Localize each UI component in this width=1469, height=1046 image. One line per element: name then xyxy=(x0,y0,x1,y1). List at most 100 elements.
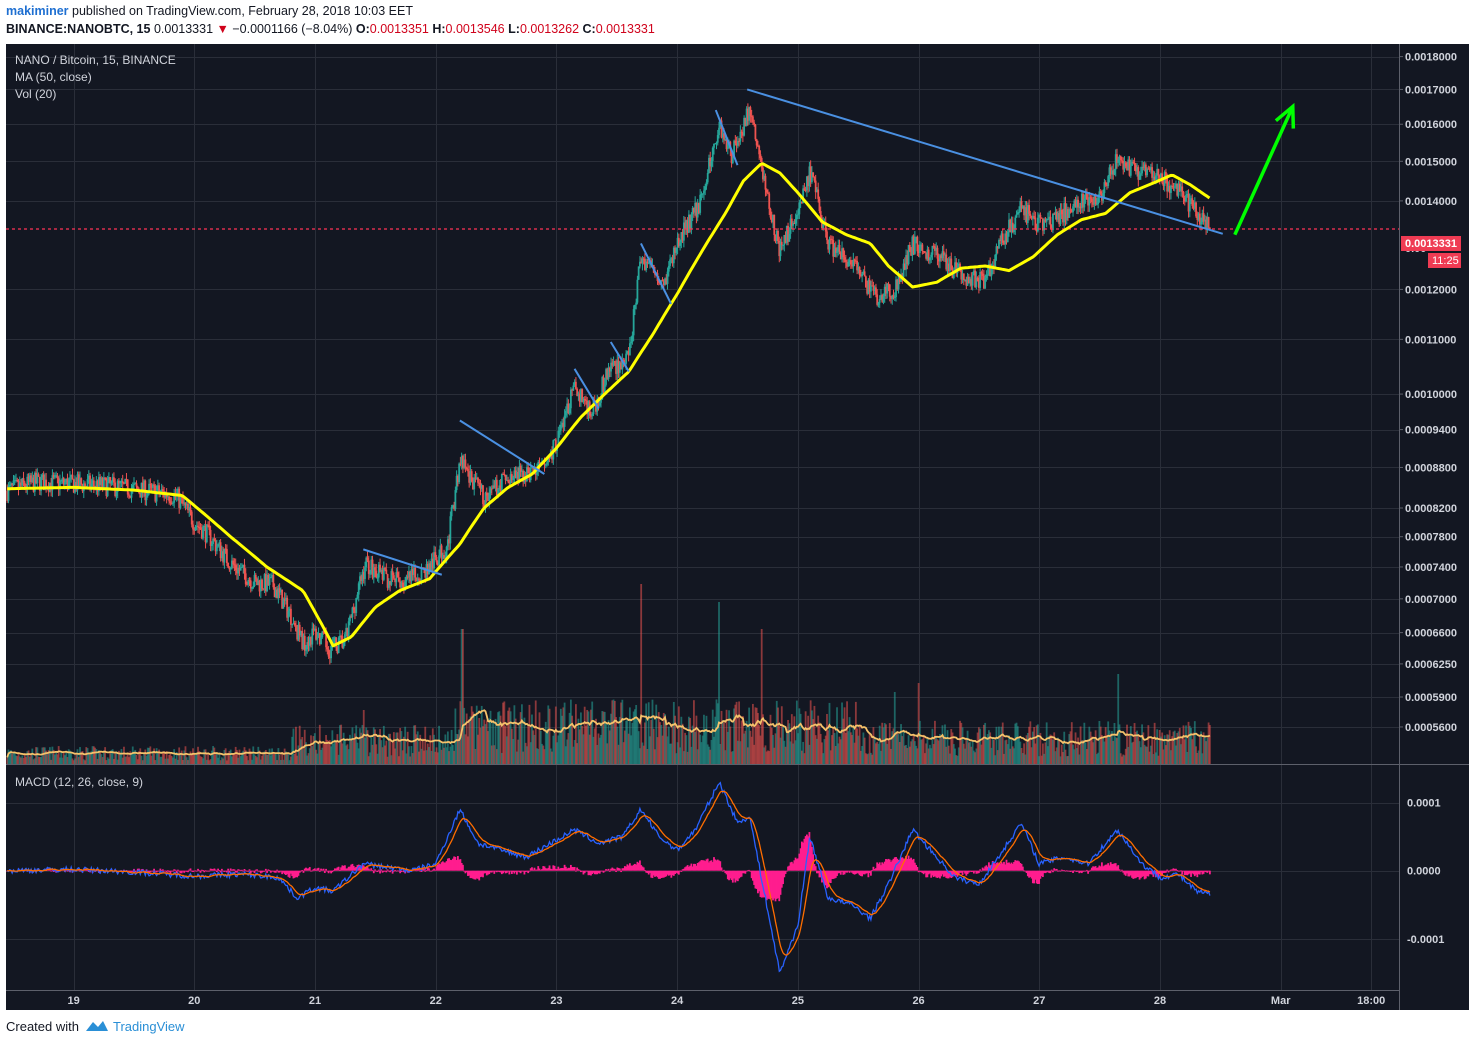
macd-histogram-bar xyxy=(429,870,432,872)
candle-body xyxy=(711,147,714,161)
candle-body xyxy=(911,236,914,256)
candle-body xyxy=(430,558,433,571)
volume-bar xyxy=(794,740,797,764)
candle-body xyxy=(977,281,980,288)
candle-body xyxy=(872,285,875,291)
volume-bar xyxy=(607,720,610,764)
volume-bar xyxy=(1031,731,1034,764)
candle-body xyxy=(1132,161,1135,163)
volume-bar xyxy=(30,754,32,764)
volume-bar xyxy=(851,734,853,764)
candle-body xyxy=(332,642,335,644)
candle-body xyxy=(1035,228,1038,232)
candle-body xyxy=(514,470,517,479)
volume-bar xyxy=(11,753,14,764)
macd-histogram-bar xyxy=(451,858,454,871)
volume-bar xyxy=(1045,722,1048,764)
tradingview-link[interactable]: TradingView xyxy=(112,1019,185,1034)
candle-body xyxy=(52,475,55,478)
macd-histogram-bar xyxy=(502,870,504,874)
volume-bar xyxy=(534,700,537,764)
candle-body xyxy=(930,254,933,258)
volume-bar xyxy=(767,750,769,764)
volume-bar xyxy=(519,712,522,764)
macd-histogram-bar xyxy=(426,867,429,871)
author-link[interactable]: makiminer xyxy=(6,4,69,18)
macd-histogram-bar xyxy=(1072,870,1074,873)
macd-histogram-bar xyxy=(158,870,161,872)
macd-histogram-bar xyxy=(1042,870,1044,878)
volume-bar xyxy=(426,743,429,764)
candle-body xyxy=(577,393,580,397)
candle-body xyxy=(502,473,504,475)
macd-histogram-bar xyxy=(1090,867,1093,871)
volume-bar xyxy=(420,748,423,764)
tradingview-logo-icon xyxy=(85,1019,109,1036)
volume-bar xyxy=(396,732,399,764)
candle-body xyxy=(431,558,434,569)
volume-bar xyxy=(952,744,955,764)
volume-bar xyxy=(563,702,566,764)
volume-bar xyxy=(399,728,402,764)
volume-bar xyxy=(298,725,301,764)
candle-body xyxy=(445,546,448,558)
volume-bar xyxy=(724,750,727,764)
macd-histogram-bar xyxy=(1047,870,1049,872)
volume-bar xyxy=(920,739,923,764)
candle-body xyxy=(1004,233,1007,245)
macd-histogram-bar xyxy=(291,870,294,877)
volume-bar xyxy=(228,750,231,764)
volume-bar xyxy=(38,757,41,764)
volume-bar xyxy=(382,725,385,764)
candle-body xyxy=(744,117,747,126)
candle-body xyxy=(148,483,150,492)
macd-histogram-bar xyxy=(553,865,556,871)
candle-body xyxy=(195,525,198,527)
candle-body xyxy=(976,277,979,282)
volume-bar xyxy=(812,719,815,764)
candle-body xyxy=(877,302,880,305)
legend-title: NANO / Bitcoin, 15, BINANCE xyxy=(15,53,176,67)
macd-histogram-bar xyxy=(1006,862,1009,871)
time-axis-label: 22 xyxy=(430,995,442,1007)
candle-body xyxy=(220,551,223,559)
macd-histogram-bar xyxy=(1181,870,1184,875)
volume-bar xyxy=(915,745,918,764)
volume-bar xyxy=(721,720,724,764)
macd-histogram-bar xyxy=(1099,866,1102,871)
macd-histogram-bar xyxy=(706,858,709,871)
candle-body xyxy=(207,524,209,526)
volume-bar xyxy=(441,742,444,764)
macd-histogram-bar xyxy=(1201,870,1204,875)
volume-bar xyxy=(31,748,34,764)
price-axis[interactable]: 0.00180000.00170000.00160000.00150000.00… xyxy=(1399,52,1457,946)
publish-info: makiminer published on TradingView.com, … xyxy=(6,4,413,18)
candle-body xyxy=(1127,159,1130,171)
macd-histogram-bar xyxy=(148,870,150,874)
volume-bar xyxy=(1060,744,1063,764)
macd-histogram-bar xyxy=(202,870,204,871)
candle-body xyxy=(1137,167,1140,180)
candle-body xyxy=(1117,159,1120,163)
time-axis[interactable]: 19 20 21 22 23 24 25 26 27 28 Mar 18:00 xyxy=(67,995,1385,1007)
macd-histogram-bar xyxy=(902,858,905,871)
macd-histogram-bar xyxy=(549,868,552,871)
macd-histogram-bar xyxy=(229,868,232,871)
macd-histogram-bar xyxy=(532,869,535,871)
macd-histogram-bar xyxy=(418,868,420,871)
macd-histogram-bar xyxy=(711,862,714,871)
candle-body xyxy=(41,474,44,478)
macd-histogram-bar xyxy=(166,870,169,872)
volume-bar xyxy=(90,751,93,764)
candle-body xyxy=(804,189,807,191)
macd-histogram-bar xyxy=(635,864,638,871)
macd-histogram-bar xyxy=(749,870,752,872)
macd-histogram-bar xyxy=(587,870,590,876)
macd-histogram-bar xyxy=(744,870,747,874)
macd-histogram-bar xyxy=(1062,870,1064,872)
candle-body xyxy=(123,483,125,485)
macd-histogram-bar xyxy=(838,870,841,874)
volume-bar xyxy=(269,755,272,764)
volume-bar xyxy=(1183,739,1186,764)
